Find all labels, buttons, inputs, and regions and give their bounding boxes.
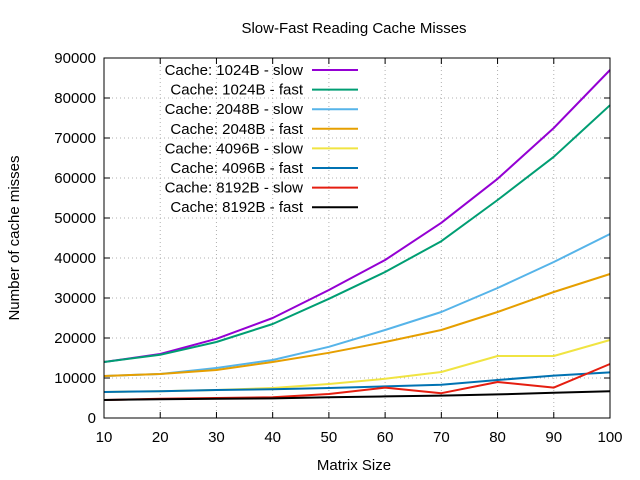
y-tick-label: 30000 [54,290,96,307]
x-tick-label: 60 [377,429,394,446]
plot-frame [103,57,611,419]
x-tick-label: 90 [545,429,562,446]
y-tick-label: 60000 [54,170,96,187]
y-axis-title: Number of cache misses [6,155,23,320]
y-tick-label: 50000 [54,210,96,227]
legend-label-8: Cache: 8192B - fast [170,199,303,216]
x-tick-label: 30 [208,429,225,446]
x-tick-label: 10 [96,429,113,446]
chart-title: Slow-Fast Reading Cache Misses [241,20,466,37]
series-lines [103,69,611,401]
series-line-8 [103,390,611,401]
y-tick-label: 20000 [54,330,96,347]
y-tick-label: 90000 [54,50,96,67]
legend: Cache: 1024B - slow Cache: 1024B - fast Ca… [165,62,358,216]
x-tick-label: 40 [264,429,281,446]
legend-label-6: Cache: 4096B - fast [170,160,303,177]
axis-ticks: 0 10000 20000 30000 40000 50000 60000 70000 8000… [54,50,622,446]
y-tick-label: 10000 [54,370,96,387]
series-line-4 [103,273,611,377]
legend-label-5: Cache: 4096B - slow [165,140,304,157]
y-tick-label: 70000 [54,130,96,147]
x-axis-title: Matrix Size [317,457,391,474]
y-tick-label: 80000 [54,90,96,107]
legend-label-1: Cache: 1024B - slow [165,62,304,79]
x-tick-label: 100 [597,429,622,446]
series-line-1 [103,69,611,363]
x-tick-label: 70 [433,429,450,446]
y-tick-label: 0 [88,410,96,427]
legend-label-7: Cache: 8192B - slow [165,180,304,197]
legend-label-4: Cache: 2048B - fast [170,121,303,138]
x-tick-label: 20 [152,429,169,446]
legend-label-3: Cache: 2048B - slow [165,101,304,118]
x-tick-label: 50 [321,429,338,446]
x-tick-label: 80 [489,429,506,446]
y-tick-label: 40000 [54,250,96,267]
series-line-6 [103,371,611,393]
legend-label-2: Cache: 1024B - fast [170,82,303,99]
series-line-2 [103,104,611,363]
